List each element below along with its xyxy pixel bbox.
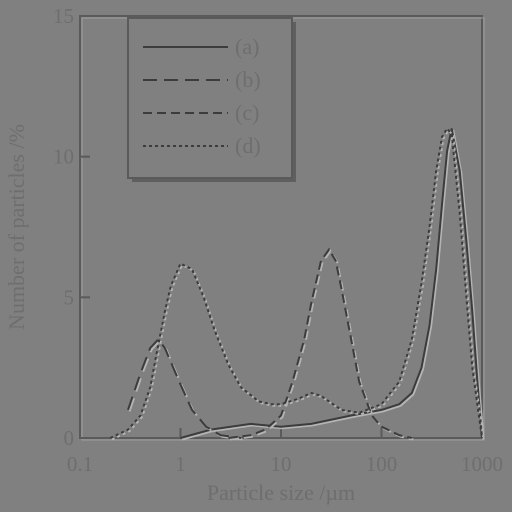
x-tick-label: 1000 xyxy=(461,452,503,476)
legend: (a) (b) (c) (d) xyxy=(127,17,296,182)
series-highlight xyxy=(181,129,485,441)
series-line-4 xyxy=(109,126,483,439)
legend-label: (b) xyxy=(235,67,261,92)
legend-label: (d) xyxy=(235,133,261,158)
y-tick-label: 5 xyxy=(64,285,75,309)
x-axis-label: Particle size /µm xyxy=(207,480,355,505)
y-tick-label: 0 xyxy=(64,426,75,450)
x-tick-label: 100 xyxy=(366,452,398,476)
x-tick-label: 1 xyxy=(175,452,186,476)
series-highlight xyxy=(111,128,485,441)
series-line-3 xyxy=(228,247,413,439)
axis-ticks: 0.1 1 10 100 1000 0 5 10 15 xyxy=(53,4,503,476)
legend-label: (c) xyxy=(235,100,259,125)
legend-label: (a) xyxy=(235,34,259,59)
y-tick-label: 15 xyxy=(53,4,74,28)
series-line-1 xyxy=(180,128,483,439)
series-lines xyxy=(109,126,485,441)
y-tick-label: 10 xyxy=(53,145,74,169)
x-tick-label: 0.1 xyxy=(67,452,93,476)
series-line-2 xyxy=(127,337,242,439)
y-axis-label: Number of particles /% xyxy=(4,124,29,330)
x-tick-label: 10 xyxy=(271,452,292,476)
